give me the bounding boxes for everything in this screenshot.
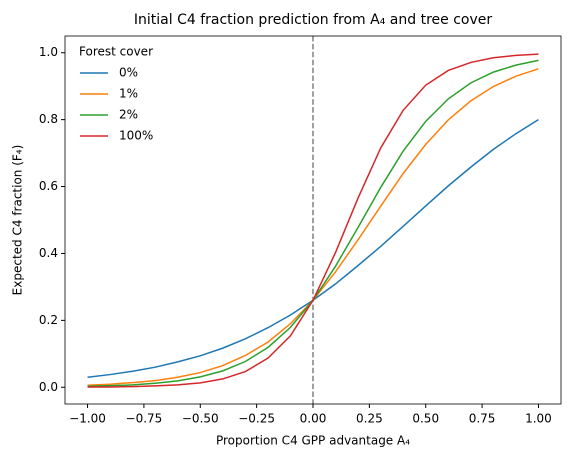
- x-tick-label: 0.50: [412, 412, 439, 426]
- x-tick-label: 1.00: [525, 412, 552, 426]
- x-tick-label: −0.25: [238, 412, 275, 426]
- x-tick-label: 0.75: [469, 412, 496, 426]
- y-tick-label: 0.8: [39, 112, 58, 126]
- x-tick-label: 0.25: [356, 412, 383, 426]
- x-tick-label: −0.75: [126, 412, 163, 426]
- x-tick-label: −0.50: [182, 412, 219, 426]
- x-axis-label: Proportion C4 GPP advantage A₄: [216, 434, 410, 448]
- legend-label: 100%: [119, 129, 153, 143]
- legend-label: 0%: [119, 66, 138, 80]
- y-tick-label: 1.0: [39, 45, 58, 59]
- legend-title: Forest cover: [79, 45, 153, 59]
- x-tick-label: 0.00: [300, 412, 327, 426]
- y-tick-label: 0.0: [39, 380, 58, 394]
- y-tick-label: 0.2: [39, 313, 58, 327]
- y-tick-label: 0.6: [39, 179, 58, 193]
- y-axis-label: Expected C4 fraction (F₄): [11, 145, 25, 296]
- x-tick-label: −1.00: [69, 412, 106, 426]
- series-line: [87, 53, 539, 388]
- legend-label: 2%: [119, 108, 138, 122]
- y-tick-label: 0.4: [39, 246, 58, 260]
- chart-title: Initial C4 fraction prediction from A₄ a…: [134, 12, 492, 28]
- legend-label: 1%: [119, 87, 138, 101]
- plot-frame: [64, 35, 562, 405]
